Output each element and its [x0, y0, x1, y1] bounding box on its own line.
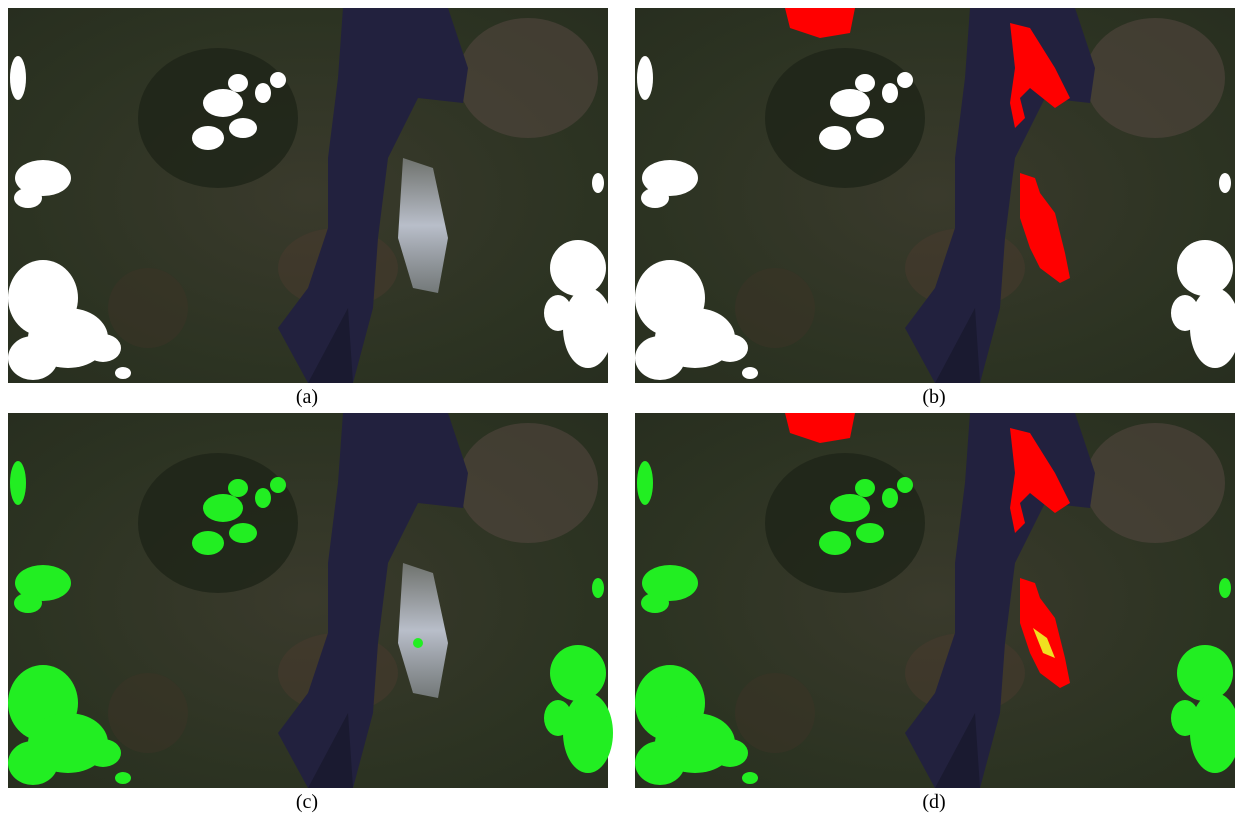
caption: (b) — [922, 386, 945, 408]
figure: (a) (b) (c) (d) — [0, 0, 1235, 816]
caption: (d) — [922, 791, 945, 813]
panel-a — [8, 8, 613, 383]
panel-d — [635, 413, 1235, 788]
page: {"panels": [{"caption": "(a)"}, {"captio… — [0, 0, 1235, 816]
panel-b — [635, 8, 1235, 383]
cloud-mask-spot — [413, 638, 423, 648]
caption: (c) — [296, 791, 318, 813]
caption: (a) — [296, 386, 318, 408]
panel-c — [8, 413, 613, 788]
